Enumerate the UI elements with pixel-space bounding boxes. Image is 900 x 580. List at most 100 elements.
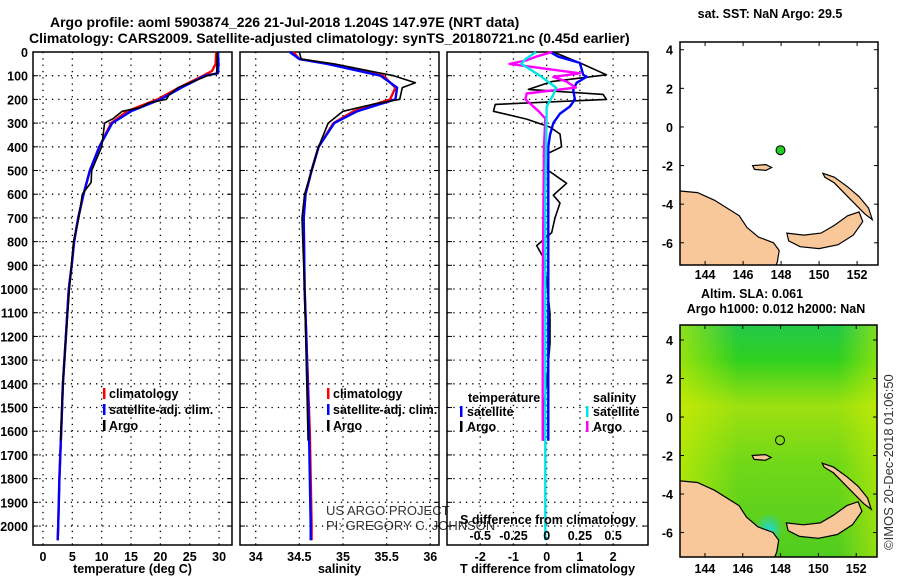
series-satellite-adj-clim- xyxy=(289,51,399,541)
legend-swatch-t-satellite xyxy=(460,406,463,417)
s-axis-label: S difference from climatology xyxy=(460,513,636,527)
x-tick-label: 35.5 xyxy=(374,550,398,564)
plot-frame xyxy=(239,51,440,546)
title-line-1: Argo profile: aoml 5903874_226 21-Jul-20… xyxy=(50,14,519,30)
panel-salinity xyxy=(239,51,440,546)
lat-tick-label: 0 xyxy=(666,121,673,135)
x-tick-label: 34 xyxy=(249,550,263,564)
map-frame xyxy=(679,324,878,558)
x-tick-label: 1 xyxy=(576,550,583,564)
x-axis-label: T difference from climatology xyxy=(460,562,635,576)
depth-tick-label: 1700 xyxy=(0,449,28,463)
depth-tick-label: 100 xyxy=(7,70,28,84)
depth-tick-label: 1400 xyxy=(0,378,28,392)
legend-label-argo: Argo xyxy=(333,419,363,433)
depth-tick-label: 800 xyxy=(7,236,28,250)
depth-tick-label: 900 xyxy=(7,259,28,273)
depth-tick-label: 200 xyxy=(7,93,28,107)
map-title-sst: sat. SST: NaN Argo: 29.5 xyxy=(698,7,843,21)
argo-float-marker xyxy=(775,145,786,156)
project-credit: US ARGO PROJECT xyxy=(326,503,450,518)
x-tick-label: -1 xyxy=(508,550,519,564)
legend-swatch-satellite xyxy=(103,404,106,415)
map-content xyxy=(680,325,877,557)
depth-tick-label: 0 xyxy=(21,46,28,60)
lon-tick-label: 144 xyxy=(695,268,716,282)
imos-stamp: ©IMOS 20-Dec-2018 01:06:50 xyxy=(881,374,896,550)
depth-tick-label: 1100 xyxy=(1,307,28,321)
depth-tick-label: 500 xyxy=(7,165,28,179)
s-tick-label: -0.25 xyxy=(499,529,528,543)
lat-tick-label: 4 xyxy=(666,334,673,348)
map-content xyxy=(680,42,878,265)
depth-tick-label: 1200 xyxy=(0,330,28,344)
lon-tick-label: 146 xyxy=(733,268,754,282)
depth-tick-label: 1300 xyxy=(0,354,28,368)
plot-frame xyxy=(32,51,233,546)
lat-tick-label: 0 xyxy=(666,411,673,425)
legend-label-s-satellite: satellite xyxy=(593,405,640,419)
lat-tick-label: -2 xyxy=(662,160,673,174)
x-tick-label: 25 xyxy=(183,550,197,564)
series-s-argo xyxy=(508,50,582,441)
x-tick-label: 0 xyxy=(543,550,550,564)
manus-island-land xyxy=(751,453,773,461)
new-guinea-land xyxy=(680,190,780,265)
x-axis-label: temperature (deg C) xyxy=(73,562,192,576)
lon-tick-label: 144 xyxy=(695,562,716,576)
legend-label-climatology: climatology xyxy=(109,387,179,401)
depth-tick-label: 1500 xyxy=(0,402,28,416)
x-axis-label: salinity xyxy=(318,562,361,576)
legend-label-t-argo: Argo xyxy=(467,420,497,434)
lat-tick-label: -2 xyxy=(662,450,673,464)
legend-swatch-argo xyxy=(103,420,106,431)
lon-tick-label: 146 xyxy=(732,562,753,576)
lon-tick-label: 150 xyxy=(809,268,830,282)
x-tick-label: 2 xyxy=(610,550,617,564)
x-tick-label: 15 xyxy=(124,550,138,564)
x-tick-label: 10 xyxy=(95,550,109,564)
series-satellite-adj-clim- xyxy=(56,51,220,541)
manus-island-land xyxy=(751,163,773,172)
x-tick-label: 35 xyxy=(336,550,350,564)
series-argo xyxy=(298,51,417,441)
depth-tick-label: 700 xyxy=(7,212,28,226)
s-tick-label: 0.5 xyxy=(604,529,621,543)
x-tick-label: 34.5 xyxy=(287,550,311,564)
panel-temperature xyxy=(32,51,233,546)
legend-swatch-climatology xyxy=(327,388,330,399)
x-tick-label: 0 xyxy=(40,550,47,564)
panel-difference xyxy=(446,50,649,546)
x-tick-label: 36 xyxy=(423,550,437,564)
depth-tick-label: 1000 xyxy=(0,283,28,297)
s-tick-label: 0.25 xyxy=(568,529,592,543)
lon-tick-label: 148 xyxy=(771,268,792,282)
legend-label-argo: Argo xyxy=(109,419,139,433)
legend-swatch-s-argo xyxy=(586,421,589,432)
x-tick-label: -2 xyxy=(475,550,486,564)
map-sla_map xyxy=(679,324,878,558)
map-subtitle-sla: Argo h1000: 0.012 h2000: NaN xyxy=(687,302,866,316)
legend-title-salinity: salinity xyxy=(593,391,636,405)
plot-frame xyxy=(446,51,649,546)
lat-tick-label: -6 xyxy=(662,237,673,251)
lon-tick-label: 148 xyxy=(770,562,791,576)
legend-swatch-s-satellite xyxy=(586,406,589,417)
depth-tick-label: 1800 xyxy=(0,473,28,487)
new-ireland-land xyxy=(821,172,874,222)
s-tick-label: 0 xyxy=(543,529,550,543)
new-ireland-land xyxy=(821,462,873,512)
series-s-satellite xyxy=(520,51,558,541)
new-guinea-land xyxy=(680,480,780,557)
map-frame xyxy=(679,41,879,266)
legend-title-temperature: temperature xyxy=(468,391,540,405)
lat-tick-label: -4 xyxy=(662,488,673,502)
legend-label-t-satellite: satellite xyxy=(467,405,514,419)
legend-swatch-climatology xyxy=(103,388,106,399)
title-line-2: Climatology: CARS2009. Satellite-adjuste… xyxy=(29,30,630,46)
plot-layer: 0 5 10 15 20 25 300100200300400500600700800900… xyxy=(0,7,879,576)
legend-label-satellite: satellite-adj. clim. xyxy=(109,403,213,417)
lon-tick-label: 152 xyxy=(846,562,867,576)
